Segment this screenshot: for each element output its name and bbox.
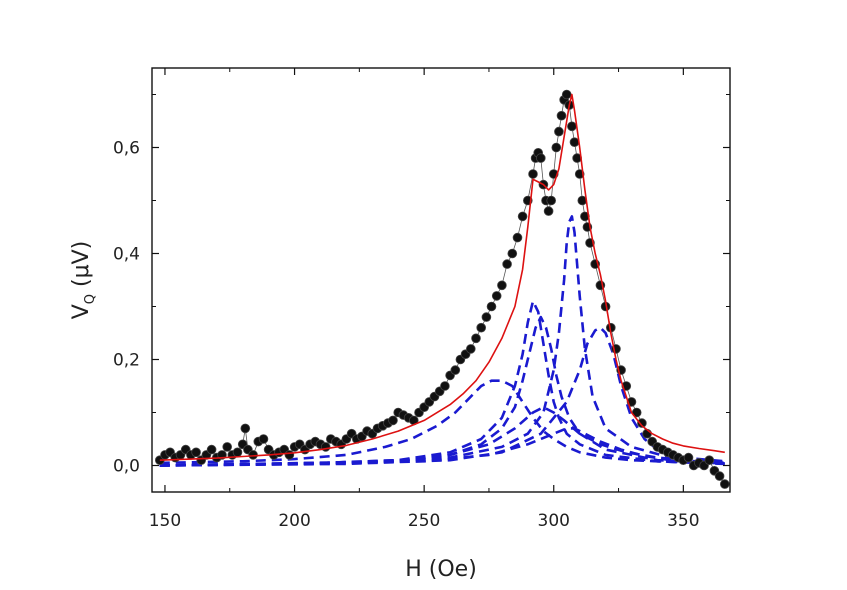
data-point xyxy=(206,444,217,455)
data-point xyxy=(232,447,243,458)
data-point xyxy=(567,121,577,132)
data-point xyxy=(450,365,461,375)
data-point xyxy=(512,232,523,243)
data-point xyxy=(556,110,567,121)
data-point xyxy=(637,418,647,428)
x-tick-label: 350 xyxy=(667,511,699,531)
data-point xyxy=(388,415,398,426)
axis-ticks: 150 200 250 300 350 0,0 0,2 0,4 0,6 xyxy=(113,68,730,531)
data-point xyxy=(561,89,572,100)
data-point xyxy=(507,248,518,259)
data-point xyxy=(719,479,730,489)
data-point xyxy=(191,447,201,458)
data-point xyxy=(683,452,694,463)
y-axis-title-subscript: Q xyxy=(83,294,98,304)
data-point xyxy=(440,381,450,391)
data-point xyxy=(476,322,487,333)
y-axis-title-main: V xyxy=(69,304,94,319)
y-tick-label: 0,4 xyxy=(113,245,140,265)
y-tick-label: 0,0 xyxy=(113,457,140,477)
x-axis-title: H (Oe) xyxy=(405,557,477,582)
data-point xyxy=(465,344,476,354)
plot-frame xyxy=(151,67,731,493)
data-point xyxy=(502,259,512,269)
data-point xyxy=(714,471,725,481)
data-point xyxy=(486,301,497,312)
component-curve xyxy=(159,379,725,465)
data-point xyxy=(481,312,492,322)
component-curve xyxy=(159,299,725,467)
data-point xyxy=(491,291,502,301)
data-point xyxy=(528,169,538,179)
x-tick-label: 250 xyxy=(408,511,440,531)
data-point xyxy=(546,195,556,206)
x-tick-label: 150 xyxy=(149,511,181,531)
data-point xyxy=(517,211,528,222)
component-curve xyxy=(159,427,725,467)
y-tick-label: 0,2 xyxy=(113,351,140,371)
plot-area xyxy=(155,89,730,489)
data-point xyxy=(704,455,715,466)
data-point xyxy=(284,450,295,460)
y-axis-title-unit: (μV) xyxy=(69,241,94,294)
data-point xyxy=(497,280,507,291)
data-point xyxy=(471,333,481,344)
data-point xyxy=(222,442,233,452)
y-tick-label: 0,6 xyxy=(113,139,140,159)
y-axis-title: VQ (μV) xyxy=(69,241,98,320)
component-curve xyxy=(159,326,725,467)
data-point xyxy=(258,434,269,444)
data-point xyxy=(551,142,562,153)
data-point xyxy=(569,137,580,148)
fit-curve xyxy=(159,93,725,461)
x-tick-label: 200 xyxy=(278,511,310,531)
data-point xyxy=(535,153,546,163)
data-point xyxy=(554,126,564,137)
x-tick-label: 300 xyxy=(538,511,570,531)
component-curve xyxy=(159,215,725,467)
data-point xyxy=(543,206,554,216)
data-point xyxy=(240,423,251,434)
